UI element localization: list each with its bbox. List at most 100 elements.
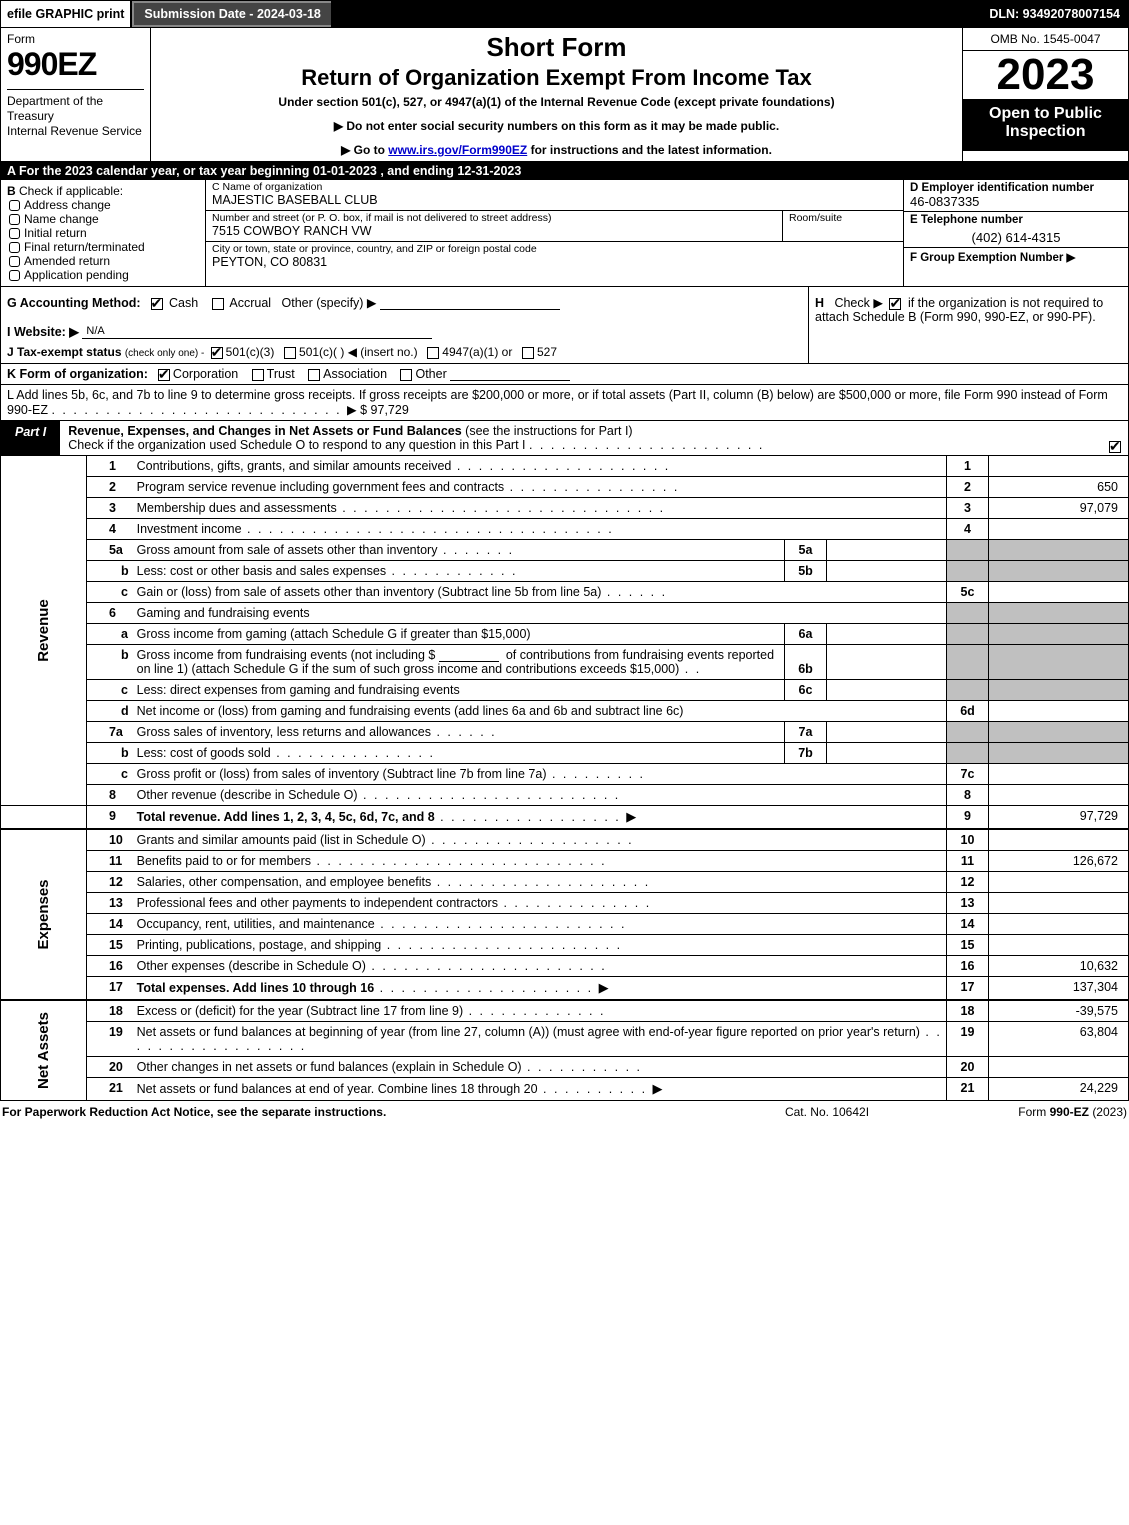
txt-5a: Gross amount from sale of assets other t… xyxy=(133,540,785,561)
b-opt-name[interactable]: Name change xyxy=(7,212,199,226)
amt-16: 10,632 xyxy=(989,956,1129,977)
txt-16: Other expenses (describe in Schedule O) … xyxy=(133,956,947,977)
part-i-paren: (see the instructions for Part I) xyxy=(465,424,632,438)
k-label: K Form of organization: xyxy=(7,367,148,381)
ln-6a: a xyxy=(86,624,132,645)
part-i-schedule-o-check[interactable] xyxy=(1109,441,1121,453)
open-public: Open to Public Inspection xyxy=(963,99,1128,151)
form-word: Form xyxy=(7,32,144,46)
line-j: J Tax-exempt status (check only one) ‑ 5… xyxy=(7,345,802,359)
b-opt-pending[interactable]: Application pending xyxy=(7,268,199,282)
c-room-value xyxy=(783,224,903,227)
txt-11: Benefits paid to or for members . . . . … xyxy=(133,851,947,872)
irs-link[interactable]: www.irs.gov/Form990EZ xyxy=(388,143,527,157)
l-amount: ▶ $ 97,729 xyxy=(347,403,409,417)
ln-8: 8 xyxy=(86,785,132,806)
txt-1: Contributions, gifts, grants, and simila… xyxy=(133,456,947,477)
dots: . . . . . . . . . . . . . . . . . . . . … xyxy=(51,403,347,417)
minival-5a xyxy=(827,540,947,561)
key-3: 3 xyxy=(947,498,989,519)
omb-number: OMB No. 1545-0047 xyxy=(963,28,1128,51)
j-small: (check only one) ‑ xyxy=(125,348,204,359)
efile-print[interactable]: print xyxy=(97,7,125,21)
line-a: A For the 2023 calendar year, or tax yea… xyxy=(1,162,1128,180)
form-right-block: OMB No. 1545-0047 2023 Open to Public In… xyxy=(963,28,1128,161)
txt-2: Program service revenue including govern… xyxy=(133,477,947,498)
ln-16: 16 xyxy=(86,956,132,977)
k-assoc-check[interactable] xyxy=(308,369,320,381)
k-other: Other xyxy=(415,367,446,381)
page-footer: For Paperwork Reduction Act Notice, see … xyxy=(0,1101,1129,1119)
ln-5a: 5a xyxy=(86,540,132,561)
mini-6c: 6c xyxy=(785,680,827,701)
amt-10 xyxy=(989,829,1129,851)
e-label: E Telephone number xyxy=(910,214,1122,226)
g-label: G Accounting Method: xyxy=(7,296,141,310)
ln-13: 13 xyxy=(86,893,132,914)
b-opt-final[interactable]: Final return/terminated xyxy=(7,240,199,254)
ln-10: 10 xyxy=(86,829,132,851)
c-room-label: Room/suite xyxy=(783,211,903,224)
key-17: 17 xyxy=(947,977,989,1001)
amt-5b-shade xyxy=(989,561,1129,582)
txt-19: Net assets or fund balances at beginning… xyxy=(133,1022,947,1057)
c-addr-label: Number and street (or P. O. box, if mail… xyxy=(206,211,782,224)
ln-6: 6 xyxy=(86,603,132,624)
j-4947-check[interactable] xyxy=(427,347,439,359)
k-trust-check[interactable] xyxy=(252,369,264,381)
amt-11: 126,672 xyxy=(989,851,1129,872)
k-corp-check[interactable] xyxy=(158,369,170,381)
key-6a-shade xyxy=(947,624,989,645)
k-other-check[interactable] xyxy=(400,369,412,381)
key-10: 10 xyxy=(947,829,989,851)
k-assoc: Association xyxy=(323,367,387,381)
f-label: F Group Exemption Number ▶ xyxy=(910,250,1122,264)
section-def: D Employer identification number 46-0837… xyxy=(903,180,1128,286)
ln-18: 18 xyxy=(86,1000,132,1022)
k-trust: Trust xyxy=(267,367,295,381)
ln-2: 2 xyxy=(86,477,132,498)
footer-left: For Paperwork Reduction Act Notice, see … xyxy=(2,1105,727,1119)
part-i-desc: Revenue, Expenses, and Changes in Net As… xyxy=(60,421,1102,455)
ln-1: 1 xyxy=(86,456,132,477)
mini-6b: 6b xyxy=(785,645,827,680)
b-opt-initial[interactable]: Initial return xyxy=(7,226,199,240)
ln-3: 3 xyxy=(86,498,132,519)
g-cash-check[interactable] xyxy=(151,298,163,310)
b-opt-address[interactable]: Address change xyxy=(7,198,199,212)
key-7b-shade xyxy=(947,743,989,764)
amt-6a-shade xyxy=(989,624,1129,645)
g-accrual-check[interactable] xyxy=(212,298,224,310)
key-16: 16 xyxy=(947,956,989,977)
line-i: I Website: ▶ N/A xyxy=(7,324,802,339)
amt-6b-shade xyxy=(989,645,1129,680)
warn-ssn: ▶ Do not enter social security numbers o… xyxy=(159,119,954,133)
minival-7a xyxy=(827,722,947,743)
ln-6c: c xyxy=(86,680,132,701)
footer-right-post: (2023) xyxy=(1092,1105,1127,1119)
key-6c-shade xyxy=(947,680,989,701)
side-expenses: Expenses xyxy=(1,829,87,1000)
c-city-value: PEYTON, CO 80831 xyxy=(206,255,903,272)
k-other-blank[interactable] xyxy=(450,367,570,381)
h-check[interactable] xyxy=(889,298,901,310)
amt-14 xyxy=(989,914,1129,935)
key-4: 4 xyxy=(947,519,989,540)
j-527-check[interactable] xyxy=(522,347,534,359)
j-501c-check[interactable] xyxy=(284,347,296,359)
section-b: B Check if applicable: Address change Na… xyxy=(1,180,206,286)
ln-15: 15 xyxy=(86,935,132,956)
amt-9: 97,729 xyxy=(989,806,1129,830)
b-opt-amended[interactable]: Amended return xyxy=(7,254,199,268)
mini-7a: 7a xyxy=(785,722,827,743)
amt-21: 24,229 xyxy=(989,1078,1129,1101)
g-other-blank[interactable] xyxy=(380,296,560,310)
title-return: Return of Organization Exempt From Incom… xyxy=(159,65,954,91)
amt-19: 63,804 xyxy=(989,1022,1129,1057)
txt-4: Investment income . . . . . . . . . . . … xyxy=(133,519,947,540)
key-7a-shade xyxy=(947,722,989,743)
j-501c3-check[interactable] xyxy=(211,347,223,359)
txt-7c: Gross profit or (loss) from sales of inv… xyxy=(133,764,947,785)
part-i-title: Revenue, Expenses, and Changes in Net As… xyxy=(68,424,461,438)
ln-11: 11 xyxy=(86,851,132,872)
